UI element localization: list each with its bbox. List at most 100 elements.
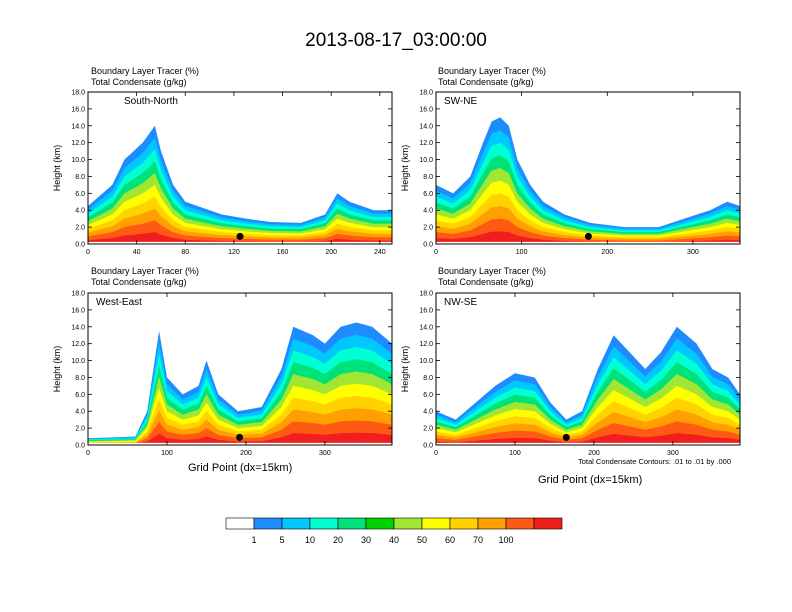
y-tick-label: 8.0: [423, 174, 433, 181]
tracer-level-11: [88, 232, 392, 244]
y-axis-label: Height (km): [400, 346, 410, 393]
y-tick-label: 0.0: [75, 443, 85, 450]
panel-label: NW-SE: [444, 297, 477, 308]
y-tick-label: 10.0: [71, 358, 85, 365]
panel-header-3: Boundary Layer Tracer (%) Total Condensa…: [91, 266, 199, 288]
tracer-field: [88, 125, 392, 244]
x-tick-label: 100: [161, 450, 173, 457]
y-axis-label: Height (km): [52, 346, 62, 393]
tracer-label: Boundary Layer Tracer (%): [91, 66, 200, 76]
x-axis-title-3: Grid Point (dx=15km): [188, 462, 293, 474]
y-tick-label: 12.0: [419, 341, 433, 348]
contour-note: Total Condensate Contours: .01 to .01 by…: [578, 457, 732, 466]
colorbar-label: 60: [445, 535, 455, 545]
location-marker: [236, 433, 244, 441]
y-axis-label: Height (km): [400, 145, 410, 192]
y-tick-label: 16.0: [71, 307, 85, 314]
y-tick-label: 10.0: [419, 157, 433, 164]
y-tick-label: 0.0: [423, 242, 433, 249]
y-tick-label: 6.0: [75, 191, 85, 198]
panel-label: South-North: [124, 96, 178, 107]
plot-frame: [87, 91, 393, 245]
colorbar: 1 5 10 20 30 40 50 60 70 100: [225, 517, 563, 545]
y-tick-label: 2.0: [75, 426, 85, 433]
x-tick-label: 200: [325, 249, 337, 256]
tracer-field: [436, 326, 740, 445]
y-tick-label: 10.0: [71, 157, 85, 164]
y-tick-label: 4.0: [423, 208, 433, 215]
y-tick-label: 0.0: [423, 443, 433, 450]
y-tick-label: 4.0: [75, 409, 85, 416]
colorbar-label: 100: [498, 535, 513, 545]
x-tick-label: 200: [588, 450, 600, 457]
y-tick-label: 14.0: [419, 123, 433, 130]
colorbar-box: [253, 517, 283, 530]
panel-4: 0.0 2.0 4.0 6.0 8.0 10.0 12.0 14.0 16.0 18.0 0 100 2…: [400, 291, 741, 457]
y-tick-label: 16.0: [419, 106, 433, 113]
figure-title: 2013-08-17_03:00:00: [305, 30, 487, 51]
y-tick-label: 18.0: [419, 90, 433, 97]
x-tick-label: 0: [86, 249, 90, 256]
x-tick-label: 40: [133, 249, 141, 256]
condensate-label: Total Condensate (g/kg): [438, 77, 534, 87]
colorbar-label: 10: [305, 535, 315, 545]
y-tick-label: 14.0: [71, 123, 85, 130]
tracer-label: Boundary Layer Tracer (%): [438, 266, 547, 276]
panel-label: West-East: [96, 297, 142, 308]
colorbar-box: [421, 517, 451, 530]
y-tick-label: 8.0: [75, 375, 85, 382]
colorbar-box: [533, 517, 563, 530]
location-marker: [562, 433, 570, 441]
plot-frame: [87, 292, 393, 446]
x-tick-label: 160: [277, 249, 289, 256]
terrain: [436, 442, 740, 445]
y-tick-label: 2.0: [423, 225, 433, 232]
panel-3: 0.0 2.0 4.0 6.0 8.0 10.0 12.0 14.0 16.0 18.0 0 100 2…: [52, 291, 393, 457]
colorbar-label: 20: [333, 535, 343, 545]
colorbar-label: 5: [279, 535, 284, 545]
colorbar-box: [365, 517, 395, 530]
y-tick-label: 12.0: [71, 140, 85, 147]
colorbar-box: [477, 517, 507, 530]
x-tick-label: 100: [509, 450, 521, 457]
y-tick-label: 6.0: [423, 392, 433, 399]
x-tick-label: 0: [86, 450, 90, 457]
colorbar-box: [225, 517, 255, 530]
x-tick-label: 0: [434, 450, 438, 457]
y-tick-label: 0.0: [75, 242, 85, 249]
colorbar-box: [337, 517, 367, 530]
colorbar-label: 50: [417, 535, 427, 545]
x-tick-label: 240: [374, 249, 386, 256]
y-tick-label: 14.0: [71, 324, 85, 331]
colorbar-label: 40: [389, 535, 399, 545]
x-tick-label: 300: [687, 249, 699, 256]
tracer-label: Boundary Layer Tracer (%): [438, 66, 547, 76]
colorbar-box: [393, 517, 423, 530]
y-tick-label: 14.0: [419, 324, 433, 331]
panel-header-2: Boundary Layer Tracer (%) Total Condensa…: [438, 66, 546, 88]
x-axis-title-4: Grid Point (dx=15km): [538, 474, 643, 486]
colorbar-label: 1: [251, 535, 256, 545]
terrain: [88, 442, 392, 445]
x-tick-label: 80: [181, 249, 189, 256]
y-tick-label: 8.0: [75, 174, 85, 181]
colorbar-box: [281, 517, 311, 530]
x-tick-label: 200: [240, 450, 252, 457]
y-tick-label: 4.0: [423, 409, 433, 416]
panel-1: 0.0 2.0 4.0 6.0 8.0 10.0 12.0 14.0 16.0 18.0 0 40 80…: [52, 90, 393, 256]
condensate-label: Total Condensate (g/kg): [91, 77, 187, 87]
plot-frame: [435, 292, 741, 446]
tracer-field: [88, 322, 392, 445]
condensate-label: Total Condensate (g/kg): [438, 277, 534, 287]
x-tick-label: 300: [667, 450, 679, 457]
terrain: [436, 241, 740, 244]
colorbar-label: 30: [361, 535, 371, 545]
y-axis-label: Height (km): [52, 145, 62, 192]
x-tick-label: 0: [434, 249, 438, 256]
y-tick-label: 6.0: [423, 191, 433, 198]
x-tick-label: 100: [516, 249, 528, 256]
colorbar-box: [449, 517, 479, 530]
y-tick-label: 4.0: [75, 208, 85, 215]
x-tick-label: 120: [228, 249, 240, 256]
